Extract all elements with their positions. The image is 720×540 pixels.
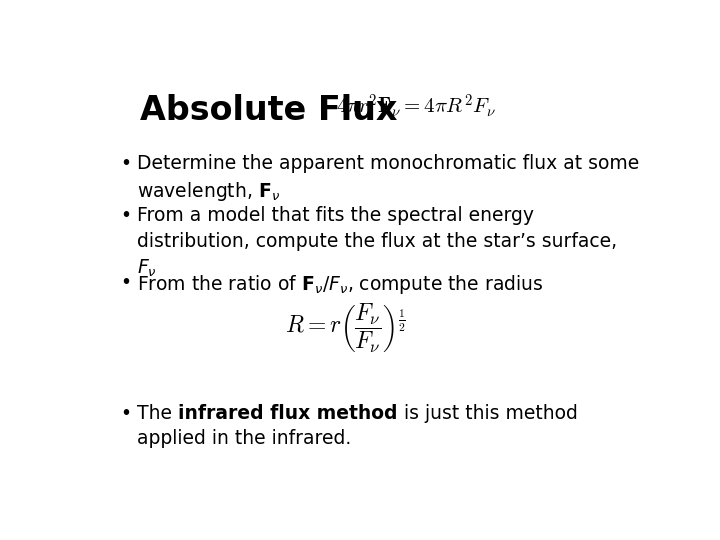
- Text: Determine the apparent monochromatic flux at some: Determine the apparent monochromatic flu…: [138, 154, 639, 173]
- Text: $R = r\left(\dfrac{F_{\nu}}{F_{\nu}}\right)^{\frac{1}{2}}$: $R = r\left(\dfrac{F_{\nu}}{F_{\nu}}\rig…: [285, 302, 406, 355]
- Text: From the ratio of $\mathbf{F}_{\nu}/F_{\nu}$, compute the radius: From the ratio of $\mathbf{F}_{\nu}/F_{\…: [138, 273, 544, 296]
- Text: The: The: [138, 404, 179, 423]
- Text: infrared flux method: infrared flux method: [179, 404, 398, 423]
- Text: distribution, compute the flux at the star’s surface,: distribution, compute the flux at the st…: [138, 232, 618, 251]
- Text: $F_{\nu}$: $F_{\nu}$: [138, 258, 157, 279]
- Text: From a model that fits the spectral energy: From a model that fits the spectral ener…: [138, 206, 534, 225]
- Text: wavelength, $\mathbf{F}_{\nu}$: wavelength, $\mathbf{F}_{\nu}$: [138, 180, 281, 203]
- Text: •: •: [121, 206, 132, 225]
- Text: •: •: [121, 404, 132, 423]
- Text: is just this method: is just this method: [398, 404, 578, 423]
- Text: •: •: [121, 154, 132, 173]
- Text: $4\pi r^{2}\mathbf{F}_{\nu} = 4\pi R^{2} F_{\nu}$: $4\pi r^{2}\mathbf{F}_{\nu} = 4\pi R^{2}…: [336, 92, 495, 119]
- Text: •: •: [121, 273, 132, 292]
- Text: Absolute Flux: Absolute Flux: [140, 94, 397, 127]
- Text: applied in the infrared.: applied in the infrared.: [138, 429, 351, 448]
